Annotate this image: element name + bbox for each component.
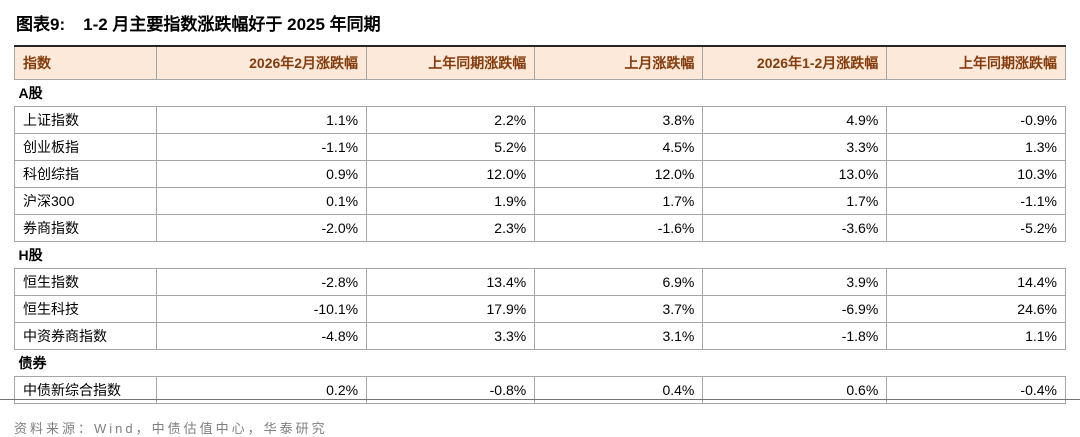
value-cell: 0.1% — [155, 187, 368, 215]
value-cell: 1.9% — [366, 187, 536, 215]
value-cell: 4.5% — [534, 133, 704, 161]
value-cell: 3.3% — [702, 133, 888, 161]
value-cell: 12.0% — [534, 160, 704, 188]
value-cell: -10.1% — [155, 295, 368, 323]
value-cell: 12.0% — [366, 160, 536, 188]
index-name-cell: 创业板指 — [14, 133, 157, 161]
section-row: 债券 — [14, 349, 1066, 377]
value-cell: -6.9% — [702, 295, 888, 323]
table-row: 恒生指数 -2.8% 13.4% 6.9% 3.9% 14.4% — [14, 268, 1066, 296]
value-cell: 1.1% — [886, 322, 1066, 350]
section-row: A股 — [14, 79, 1066, 107]
value-cell: 3.8% — [534, 106, 704, 134]
index-name-cell: 上证指数 — [14, 106, 157, 134]
table-row: 沪深300 0.1% 1.9% 1.7% 1.7% -1.1% — [14, 187, 1066, 215]
value-cell: 1.7% — [702, 187, 888, 215]
table-header: 指数 2026年2月涨跌幅 上年同期涨跌幅 上月涨跌幅 2026年1-2月涨跌幅 上年同期… — [14, 45, 1066, 80]
figure-label: 图表9: — [16, 15, 66, 34]
index-name-cell: 券商指数 — [14, 214, 157, 242]
value-cell: 24.6% — [886, 295, 1066, 323]
column-header: 2026年1-2月涨跌幅 — [702, 45, 888, 80]
value-cell: 2.3% — [366, 214, 536, 242]
value-cell: 4.9% — [702, 106, 888, 134]
value-cell: -0.9% — [886, 106, 1066, 134]
value-cell: -1.6% — [534, 214, 704, 242]
value-cell: -3.6% — [702, 214, 888, 242]
header-row: 指数 2026年2月涨跌幅 上年同期涨跌幅 上月涨跌幅 2026年1-2月涨跌幅 上年同期… — [14, 45, 1066, 80]
index-name-cell: 沪深300 — [14, 187, 157, 215]
value-cell: -2.8% — [155, 268, 368, 296]
value-cell: 3.3% — [366, 322, 536, 350]
figure-title: 图表9: 1-2 月主要指数涨跌幅好于 2025 年同期 — [14, 8, 1066, 45]
table-row: 上证指数 1.1% 2.2% 3.8% 4.9% -0.9% — [14, 106, 1066, 134]
value-cell: 17.9% — [366, 295, 536, 323]
index-name-cell: 恒生科技 — [14, 295, 157, 323]
value-cell: 3.1% — [534, 322, 704, 350]
index-name-cell: 中资券商指数 — [14, 322, 157, 350]
table-body: A股 上证指数 1.1% 2.2% 3.8% 4.9% -0.9% 创业板指 -1.1% 5.2%… — [14, 79, 1066, 404]
value-cell: 1.3% — [886, 133, 1066, 161]
value-cell: 10.3% — [886, 160, 1066, 188]
section-label: H股 — [14, 241, 1066, 269]
value-cell: 13.4% — [366, 268, 536, 296]
value-cell: 3.9% — [702, 268, 888, 296]
value-cell: 6.9% — [534, 268, 704, 296]
source-note: 资料来源：Wind，中债估值中心，华泰研究 — [14, 421, 328, 436]
column-header: 2026年2月涨跌幅 — [155, 45, 368, 80]
section-label: 债券 — [14, 349, 1066, 377]
value-cell: -2.0% — [155, 214, 368, 242]
section-row: H股 — [14, 241, 1066, 269]
value-cell: 14.4% — [886, 268, 1066, 296]
table-row: 创业板指 -1.1% 5.2% 4.5% 3.3% 1.3% — [14, 133, 1066, 161]
value-cell: 1.1% — [155, 106, 368, 134]
value-cell: 1.7% — [534, 187, 704, 215]
table-row: 券商指数 -2.0% 2.3% -1.6% -3.6% -5.2% — [14, 214, 1066, 242]
value-cell: -1.8% — [702, 322, 888, 350]
table-row: 恒生科技 -10.1% 17.9% 3.7% -6.9% 24.6% — [14, 295, 1066, 323]
value-cell: 3.7% — [534, 295, 704, 323]
value-cell: 13.0% — [702, 160, 888, 188]
table-row: 中资券商指数 -4.8% 3.3% 3.1% -1.8% 1.1% — [14, 322, 1066, 350]
column-header: 上年同期涨跌幅 — [366, 45, 536, 80]
value-cell: -1.1% — [155, 133, 368, 161]
value-cell: -1.1% — [886, 187, 1066, 215]
index-name-cell: 科创综指 — [14, 160, 157, 188]
value-cell: -5.2% — [886, 214, 1066, 242]
value-cell: 0.9% — [155, 160, 368, 188]
page-title: 1-2 月主要指数涨跌幅好于 2025 年同期 — [83, 15, 381, 34]
column-header: 上月涨跌幅 — [534, 45, 704, 80]
column-header: 指数 — [14, 45, 157, 80]
value-cell: 5.2% — [366, 133, 536, 161]
value-cell: 2.2% — [366, 106, 536, 134]
column-header: 上年同期涨跌幅 — [886, 45, 1066, 80]
bottom-divider — [0, 399, 1080, 400]
value-cell: -4.8% — [155, 322, 368, 350]
section-label: A股 — [14, 79, 1066, 107]
table-row: 科创综指 0.9% 12.0% 12.0% 13.0% 10.3% — [14, 160, 1066, 188]
index-name-cell: 恒生指数 — [14, 268, 157, 296]
index-table: 指数 2026年2月涨跌幅 上年同期涨跌幅 上月涨跌幅 2026年1-2月涨跌幅 上年同期… — [14, 45, 1066, 404]
